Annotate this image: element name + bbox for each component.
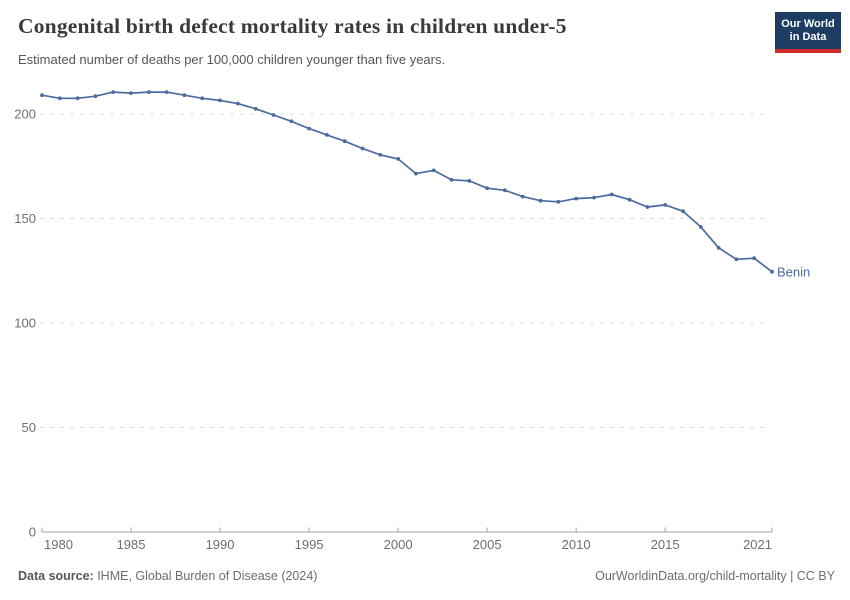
x-tick-label-1985: 1985 — [117, 537, 146, 552]
data-point-1988[interactable] — [182, 93, 187, 98]
x-tick-label-1990: 1990 — [206, 537, 235, 552]
data-point-2001[interactable] — [414, 171, 418, 176]
x-tick-label-1980: 1980 — [44, 537, 73, 552]
x-tick-label-2005: 2005 — [473, 537, 502, 552]
data-point-1999[interactable] — [378, 152, 383, 157]
owid-logo-line2: in Data — [789, 31, 827, 43]
data-point-2007[interactable] — [520, 194, 525, 199]
data-point-1980[interactable] — [40, 93, 44, 98]
data-source-label: Data source: — [18, 569, 94, 583]
data-point-1990[interactable] — [218, 98, 222, 103]
data-point-2020[interactable] — [752, 256, 757, 261]
data-source-text: Data source: IHME, Global Burden of Dise… — [18, 569, 317, 583]
data-point-1997[interactable] — [342, 139, 347, 144]
owid-logo[interactable]: Our World in Data — [775, 12, 841, 53]
chart-subtitle: Estimated number of deaths per 100,000 c… — [18, 52, 446, 67]
data-point-1981[interactable] — [57, 96, 62, 101]
page-title: Congenital birth defect mortality rates … — [18, 14, 567, 38]
data-point-2013[interactable] — [627, 197, 632, 202]
owid-logo-line1: Our World — [781, 18, 835, 30]
x-tick-label-2000: 2000 — [384, 537, 413, 552]
data-point-1994[interactable] — [289, 119, 294, 124]
footer-citation-link[interactable]: OurWorldinData.org/child-mortality | CC … — [595, 569, 835, 583]
y-tick-label-50: 50 — [22, 420, 36, 435]
data-point-1986[interactable] — [146, 90, 151, 94]
data-point-2015[interactable] — [663, 203, 668, 207]
y-tick-label-200: 200 — [14, 107, 36, 122]
data-point-1984[interactable] — [111, 90, 116, 94]
data-point-1995[interactable] — [307, 126, 311, 131]
series-end-label[interactable]: Benin — [777, 264, 810, 279]
data-point-1996[interactable] — [325, 133, 329, 137]
data-point-2002[interactable] — [431, 168, 436, 173]
data-point-1992[interactable] — [253, 106, 258, 111]
data-point-2006[interactable] — [503, 188, 507, 193]
data-point-2018[interactable] — [716, 245, 721, 250]
data-point-2017[interactable] — [698, 225, 703, 229]
data-point-2011[interactable] — [592, 195, 596, 200]
x-tick-label-1995: 1995 — [295, 537, 324, 552]
data-point-2016[interactable] — [681, 209, 685, 214]
data-point-2010[interactable] — [574, 196, 578, 201]
data-point-1987[interactable] — [164, 90, 169, 94]
y-tick-label-0: 0 — [29, 525, 36, 540]
data-point-1993[interactable] — [271, 113, 276, 117]
data-point-1998[interactable] — [360, 146, 365, 151]
data-point-2009[interactable] — [556, 199, 561, 204]
y-tick-label-150: 150 — [14, 211, 36, 226]
x-tick-label-2015: 2015 — [651, 537, 680, 552]
data-point-2000[interactable] — [396, 157, 400, 161]
data-point-1991[interactable] — [236, 101, 240, 106]
data-point-2012[interactable] — [609, 192, 614, 197]
data-source-value: IHME, Global Burden of Disease (2024) — [93, 569, 318, 583]
data-point-2004[interactable] — [467, 179, 472, 183]
data-point-1985[interactable] — [129, 91, 133, 95]
data-point-2021[interactable] — [770, 269, 774, 274]
data-point-2008[interactable] — [538, 198, 543, 203]
series-line-benin[interactable] — [41, 91, 773, 273]
data-point-1983[interactable] — [93, 94, 98, 99]
data-point-2005[interactable] — [485, 186, 489, 191]
y-tick-label-100: 100 — [14, 316, 36, 331]
data-point-2003[interactable] — [449, 177, 454, 182]
data-point-2019[interactable] — [734, 257, 739, 262]
data-point-1989[interactable] — [200, 96, 205, 101]
x-tick-label-2021: 2021 — [743, 537, 772, 552]
data-point-2014[interactable] — [645, 205, 650, 209]
chart-footer: Data source: IHME, Global Burden of Dise… — [0, 567, 850, 593]
x-tick-label-2010: 2010 — [562, 537, 591, 552]
data-point-1982[interactable] — [75, 96, 80, 101]
